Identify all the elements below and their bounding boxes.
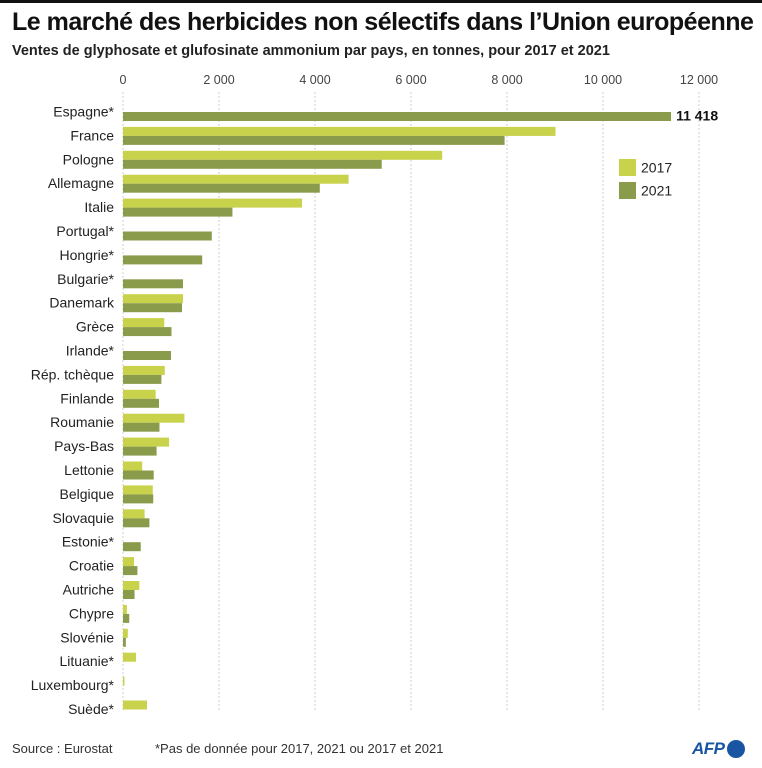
legend-swatch xyxy=(619,159,636,176)
category-label: Estonie* xyxy=(62,534,115,550)
bar-2021 xyxy=(123,637,126,647)
legend-swatch xyxy=(619,182,636,199)
legend-label: 2017 xyxy=(641,160,672,176)
bar-2017 xyxy=(123,604,127,614)
x-tick-label: 2 000 xyxy=(203,73,234,87)
bar-2021 xyxy=(123,327,172,337)
bar-2017 xyxy=(123,557,135,567)
top-rule xyxy=(0,0,762,3)
x-tick-label: 4 000 xyxy=(299,73,330,87)
x-tick-label: 0 xyxy=(120,73,127,87)
category-label: Allemagne xyxy=(48,175,114,191)
bar-2021 xyxy=(123,590,135,599)
bar-2017 xyxy=(123,676,125,686)
bar-2021 xyxy=(123,446,157,456)
category-label: Slovénie xyxy=(60,629,114,645)
bar-2021 xyxy=(123,183,320,193)
category-label: Grèce xyxy=(76,319,114,335)
bar-2017 xyxy=(123,198,303,208)
bar-2017 xyxy=(123,413,185,423)
chart-title: Le marché des herbicides non sélectifs d… xyxy=(12,8,754,36)
chart-subtitle: Ventes de glyphosate et glufosinate ammo… xyxy=(12,43,610,59)
bar-2021 xyxy=(123,231,212,241)
category-label: Irlande* xyxy=(66,343,115,359)
category-label: Bulgarie* xyxy=(57,271,114,287)
bar-2021 xyxy=(123,494,154,504)
logo-text: AFP xyxy=(692,739,725,758)
bar-2017 xyxy=(123,628,128,638)
logo-dot-icon xyxy=(726,740,745,758)
category-label: Roumanie xyxy=(50,414,114,430)
bar-2021 xyxy=(123,255,203,265)
bar-2021 xyxy=(123,135,505,145)
category-label: Italie xyxy=(84,199,114,215)
bar-2017 xyxy=(123,485,153,495)
category-label: Lituanie* xyxy=(60,653,115,669)
bar-2021 xyxy=(123,351,171,360)
bar-2021 xyxy=(123,422,160,432)
data-label: 11 418 xyxy=(676,108,718,124)
category-label: Hongrie* xyxy=(60,247,115,263)
x-tick-label: 8 000 xyxy=(491,73,522,87)
bar-2021 xyxy=(123,374,162,384)
footnote: *Pas de donnée pour 2017, 2021 ou 2017 e… xyxy=(155,741,444,756)
category-label: Slovaquie xyxy=(53,510,115,526)
legend-label: 2021 xyxy=(641,183,672,199)
category-label: Chypre xyxy=(69,605,114,621)
category-label: Belgique xyxy=(60,486,115,502)
category-label: Finlande xyxy=(60,390,114,406)
bar-2017 xyxy=(123,365,165,375)
bar-2017 xyxy=(123,581,140,590)
bar-2021 xyxy=(123,398,159,408)
bar-2017 xyxy=(123,461,143,471)
source-note: Source : Eurostat xyxy=(12,741,113,756)
category-label: Portugal* xyxy=(56,223,114,239)
afp-logo: AFP xyxy=(692,738,745,760)
category-label: Danemark xyxy=(49,295,115,311)
bar-2021 xyxy=(123,159,382,169)
bar-2017 xyxy=(123,652,136,662)
bar-2017 xyxy=(123,126,556,136)
bar-2017 xyxy=(123,389,156,399)
bar-2017 xyxy=(123,294,183,304)
category-label: Suède* xyxy=(68,701,114,717)
bar-2021 xyxy=(123,112,672,121)
bar-2021 xyxy=(123,613,130,623)
bar-2017 xyxy=(123,437,170,447)
bar-2017 xyxy=(123,318,165,328)
bar-2021 xyxy=(123,542,141,552)
category-label: Pays-Bas xyxy=(54,438,114,454)
x-tick-label: 10 000 xyxy=(584,73,622,87)
bar-2021 xyxy=(123,470,154,480)
bar-2021 xyxy=(123,566,138,576)
category-label: France xyxy=(70,127,114,143)
x-tick-label: 6 000 xyxy=(395,73,426,87)
category-label: Lettonie xyxy=(64,462,114,478)
bar-2017 xyxy=(123,700,147,710)
bar-2017 xyxy=(123,174,349,184)
category-label: Luxembourg* xyxy=(31,677,115,693)
bar-2021 xyxy=(123,279,183,289)
category-label: Autriche xyxy=(63,582,115,598)
category-label: Croatie xyxy=(69,558,114,574)
x-tick-label: 12 000 xyxy=(680,73,718,87)
category-label: Pologne xyxy=(63,151,115,167)
bar-2021 xyxy=(123,207,233,217)
bar-2021 xyxy=(123,303,183,313)
category-label: Rép. tchèque xyxy=(31,366,114,382)
bar-2017 xyxy=(123,150,443,160)
bar-2021 xyxy=(123,518,150,528)
category-label: Espagne* xyxy=(53,104,114,120)
bar-2017 xyxy=(123,509,145,519)
